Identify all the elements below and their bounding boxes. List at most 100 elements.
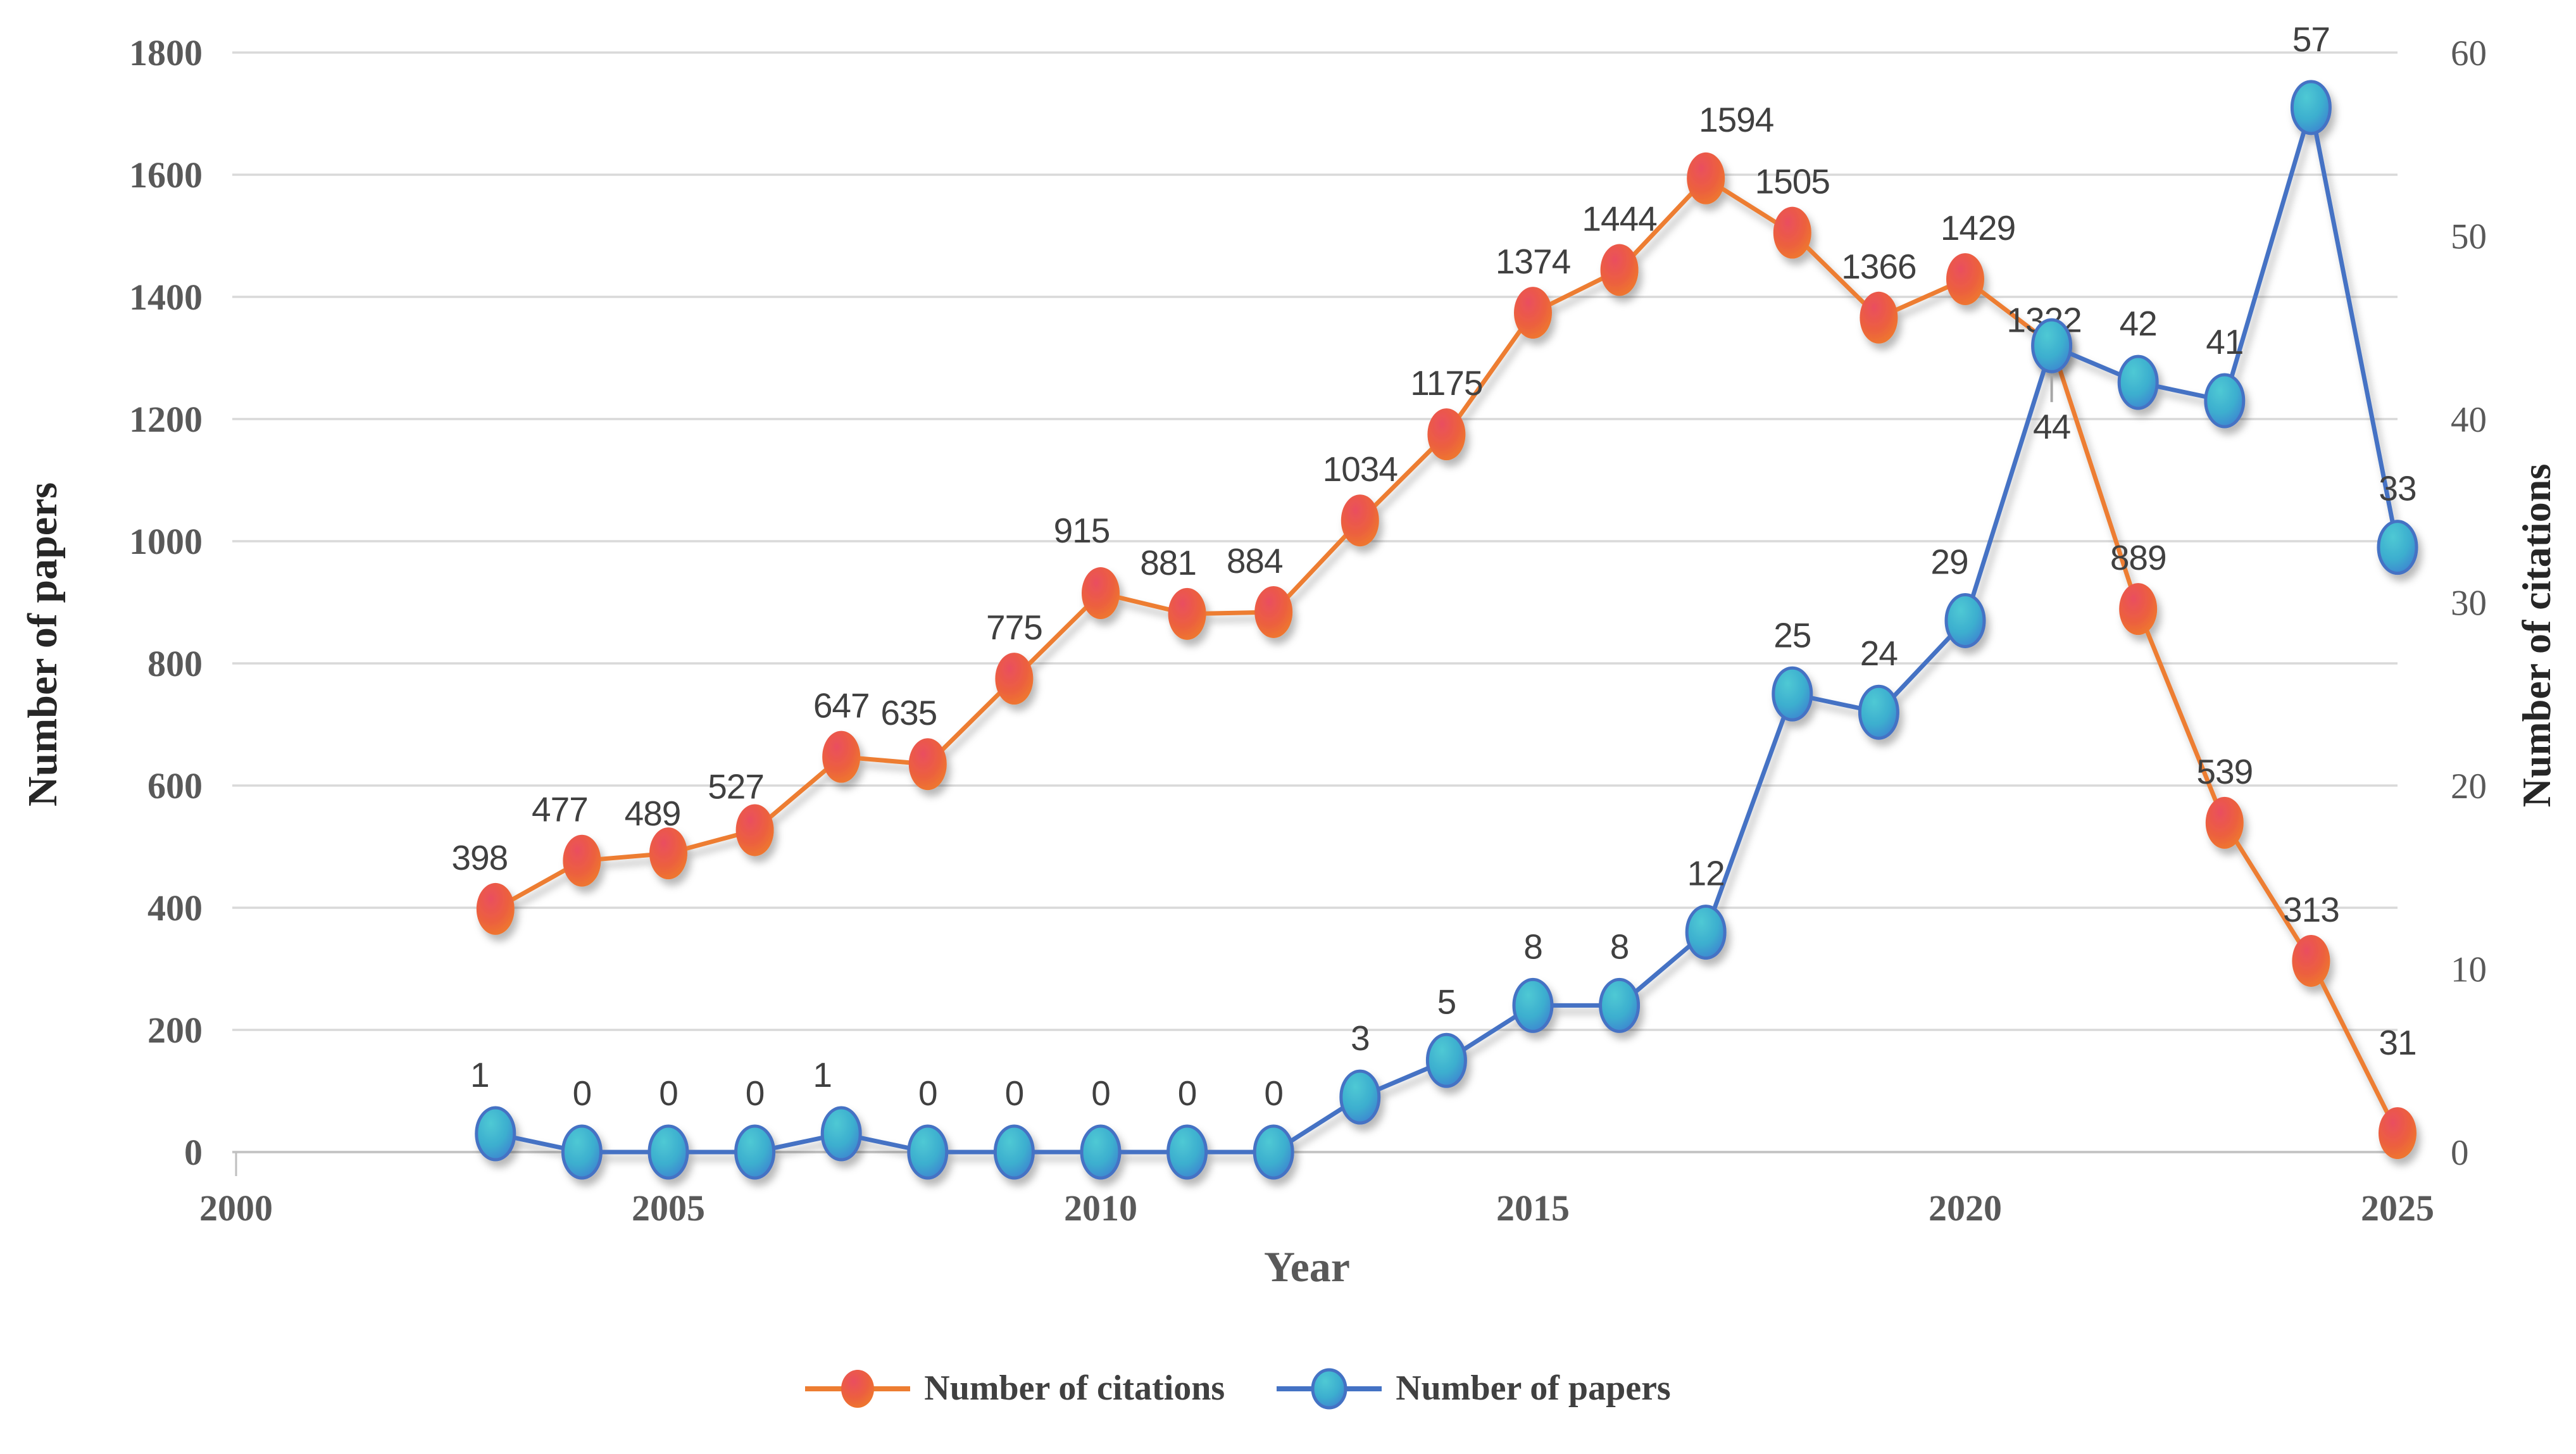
data-label: 57 [2292,20,2330,59]
data-label: 1429 [1941,208,2015,248]
data-label: 1444 [1582,199,1656,239]
data-label: 313 [2283,890,2339,929]
data-label: 775 [986,608,1042,647]
x-tick-label: 2020 [1929,1188,2002,1229]
y-right-tick-label: 60 [2451,34,2487,73]
data-label: 527 [708,767,764,806]
data-label: 1175 [1410,363,1482,403]
data-label: 881 [1140,543,1196,582]
data-point-marker [1860,291,1898,344]
data-label: 25 [1773,615,1811,655]
x-tick-label: 2010 [1064,1188,1137,1229]
data-label: 539 [2196,752,2253,791]
data-point-marker [1772,666,1813,722]
y-left-tick-label: 400 [147,887,203,929]
y-right-tick-label: 40 [2451,400,2487,440]
data-label: 31 [2379,1023,2416,1062]
data-point-marker [1773,206,1811,259]
data-point-marker [2204,373,2246,429]
series-citations [476,152,2417,1160]
data-point-marker [734,1124,776,1180]
data-point-marker [1339,1069,1381,1125]
data-label: 24 [1860,634,1898,673]
data-point-marker [475,1106,516,1162]
y-left-tick-label: 1600 [129,154,203,196]
data-point-marker [1166,1124,1208,1180]
y-right-tick-label: 50 [2451,217,2487,257]
data-label: 489 [625,794,681,833]
data-label: 0 [1091,1074,1110,1113]
data-label: 1 [813,1055,832,1094]
data-point-marker [649,827,687,880]
y-left-tick-label: 0 [184,1132,203,1173]
data-label: 647 [813,686,870,725]
data-point-marker [2379,1107,2417,1160]
y-left-tick-label: 1000 [129,521,203,562]
data-point-marker [2292,934,2330,987]
data-label: 889 [2110,538,2166,577]
data-point-marker [563,834,601,887]
data-label: 41 [2206,322,2243,361]
y-left-tick-label: 600 [147,765,203,806]
data-label: 398 [451,838,508,877]
y-axis-title-left: Number of papers [20,482,66,807]
data-label: 0 [918,1074,937,1113]
data-label: 915 [1054,511,1110,550]
data-point-marker [908,738,947,791]
data-point-marker [1599,977,1641,1033]
data-point-marker [647,1124,689,1180]
y-right-tick-label: 20 [2451,767,2487,806]
data-label: 5 [1437,982,1456,1021]
data-point-marker [1944,592,1986,648]
data-point-marker [2031,318,2073,373]
data-point-marker [1168,587,1206,640]
data-point-marker [735,804,774,856]
x-tick-label: 2015 [1496,1188,1570,1229]
data-point-marker [1253,1124,1294,1180]
data-label: 8 [1610,927,1629,966]
data-point-marker [995,653,1034,705]
data-point-marker [476,882,515,935]
data-point-marker [561,1124,603,1180]
data-point-marker [822,730,861,783]
legend-label-papers: Number of papers [1396,1369,1671,1408]
data-point-marker [2205,796,2244,849]
y-left-tick-label: 1400 [129,277,203,318]
data-point-marker [1080,1124,1122,1180]
data-point-marker [1858,684,1899,740]
y-left-tick-label: 800 [147,643,203,684]
legend-marker-citations-icon [804,1366,911,1410]
data-label: 0 [1264,1074,1283,1113]
data-label: 0 [1178,1074,1197,1113]
data-label: 1374 [1496,242,1570,281]
data-label: 0 [573,1074,592,1113]
data-point-marker [1600,244,1639,296]
data-label: 884 [1227,541,1283,580]
data-point-marker [1082,567,1120,620]
data-point-marker [1514,287,1552,339]
data-point-marker [1425,1032,1467,1088]
data-label: 42 [2120,304,2157,343]
y-left-tick-label: 1800 [129,32,203,73]
data-label: 44 [2033,407,2070,446]
data-point-marker [1427,408,1466,461]
data-point-marker [1341,494,1379,547]
x-axis-title: Year [1264,1243,1350,1291]
data-point-marker [1512,977,1554,1033]
data-label: 1366 [1841,247,1916,286]
data-label: 1505 [1755,162,1830,201]
data-point-marker [820,1106,862,1162]
data-label: 3 [1351,1018,1370,1058]
x-tick-label: 2000 [199,1188,273,1229]
data-point-marker [2117,354,2159,410]
data-label: 33 [2379,469,2416,508]
data-label: 477 [532,790,588,829]
y-right-tick-label: 10 [2451,950,2487,990]
data-point-marker [993,1124,1035,1180]
legend: Number of citations Number of papers [0,1366,2576,1410]
legend-item-papers: Number of papers [1275,1366,1671,1410]
data-label: 12 [1687,854,1725,893]
y-left-tick-label: 200 [147,1010,203,1051]
